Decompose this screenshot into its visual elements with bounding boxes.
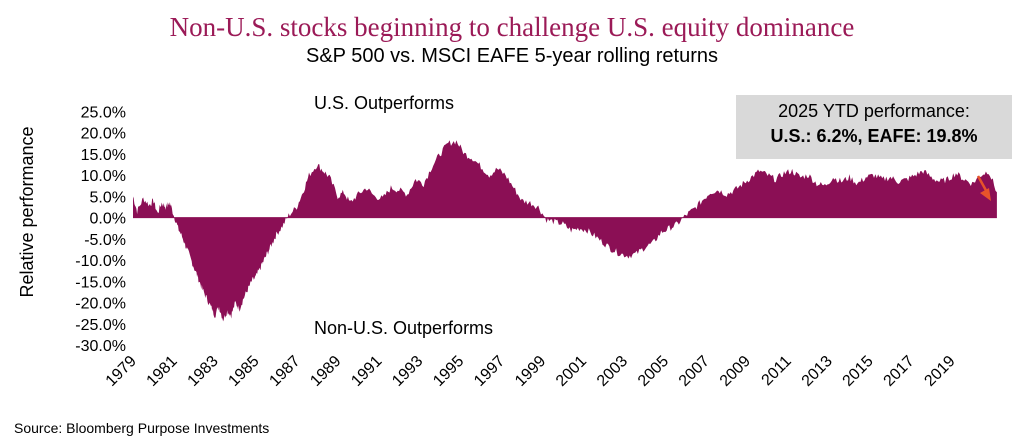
relative-performance-area: [133, 140, 997, 322]
non-us-outperforms-label: Non-U.S. Outperforms: [314, 318, 493, 338]
x-tick-label: 2005: [635, 353, 672, 390]
x-tick-label: 2003: [594, 353, 631, 390]
chart-subtitle: S&P 500 vs. MSCI EAFE 5-year rolling ret…: [305, 45, 718, 67]
x-axis-ticks: 1979 1981 1983 1985 1987 1989 1991 1993 1995 1997…: [103, 353, 959, 390]
y-tick-label: 10.0%: [81, 168, 126, 185]
y-tick-label: 25.0%: [81, 105, 126, 122]
x-tick-label: 1981: [144, 353, 181, 390]
y-tick-label: 20.0%: [81, 126, 126, 143]
y-axis-label: Relative performance: [17, 126, 37, 297]
x-tick-label: 1979: [103, 353, 140, 390]
callout-line-1: 2025 YTD performance:: [778, 101, 970, 121]
y-tick-label: -15.0%: [75, 274, 126, 291]
x-tick-label: 1993: [389, 353, 426, 390]
x-tick-label: 2009: [717, 353, 754, 390]
ytd-performance-callout: 2025 YTD performance: U.S.: 6.2%, EAFE: …: [736, 95, 1012, 159]
x-tick-label: 1995: [430, 353, 467, 390]
x-tick-label: 2017: [881, 353, 918, 390]
y-tick-label: -10.0%: [75, 253, 126, 270]
source-note: Source: Bloomberg Purpose Investments: [14, 420, 270, 436]
y-tick-label: -30.0%: [75, 338, 126, 355]
y-axis-ticks: 25.0% 20.0% 15.0% 10.0% 5.0% 0.0% -5.0% -10.0% -…: [75, 105, 126, 356]
callout-line-2: U.S.: 6.2%, EAFE: 19.8%: [770, 126, 978, 146]
y-tick-label: 15.0%: [81, 147, 126, 164]
x-tick-label: 1997: [471, 353, 508, 390]
x-tick-label: 2007: [676, 353, 713, 390]
x-tick-label: 1983: [185, 353, 222, 390]
x-tick-label: 1987: [266, 353, 303, 390]
y-tick-label: -20.0%: [75, 296, 126, 313]
y-tick-label: -5.0%: [84, 232, 126, 249]
x-tick-label: 2011: [759, 353, 795, 389]
us-outperforms-label: U.S. Outperforms: [314, 93, 454, 113]
decline-arrow-icon: [976, 175, 991, 201]
x-tick-label: 1999: [512, 353, 549, 390]
x-tick-label: 1991: [348, 353, 385, 390]
x-tick-label: 2015: [840, 353, 877, 390]
y-tick-label: 0.0%: [90, 211, 126, 228]
x-tick-label: 1985: [225, 353, 262, 390]
x-tick-label: 2019: [921, 353, 958, 390]
x-tick-label: 2013: [799, 353, 836, 390]
x-tick-label: 1989: [307, 353, 344, 390]
chart-title: Non-U.S. stocks beginning to challenge U…: [169, 12, 855, 42]
y-tick-label: -25.0%: [75, 317, 126, 334]
x-tick-label: 2001: [553, 353, 590, 390]
y-tick-label: 5.0%: [90, 189, 126, 206]
